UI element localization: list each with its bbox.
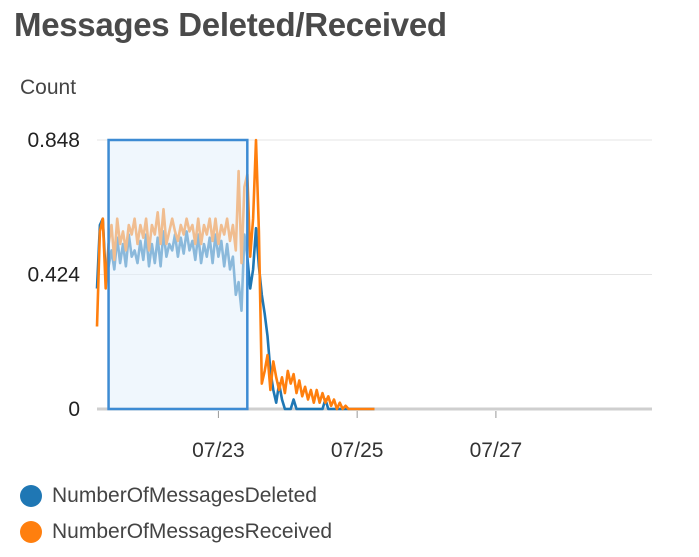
line-chart[interactable]: Count 0.848 0.424 0 07/23 07/25 07/27 (0, 0, 699, 470)
legend: NumberOfMessagesDeleted NumberOfMessages… (20, 478, 332, 550)
legend-swatch-deleted (20, 485, 42, 507)
selection-box[interactable] (107, 138, 249, 411)
x-tick-label: 07/27 (470, 439, 523, 462)
y-tick-label: 0.848 (27, 129, 80, 152)
x-tick-label: 07/25 (331, 439, 384, 462)
chart-title: Messages Deleted/Received (14, 6, 447, 43)
selection-range[interactable] (107, 138, 249, 411)
legend-label-received: NumberOfMessagesReceived (52, 520, 333, 543)
legend-item-received[interactable]: NumberOfMessagesReceived (20, 514, 332, 550)
y-axis-label: Count (20, 76, 76, 99)
legend-label-deleted: NumberOfMessagesDeleted (52, 484, 317, 507)
legend-item-deleted[interactable]: NumberOfMessagesDeleted (20, 478, 332, 514)
y-tick-label: 0.424 (27, 264, 80, 287)
y-tick-label: 0 (68, 398, 80, 421)
x-tick-label: 07/23 (192, 439, 245, 462)
axis-ticks: 0.848 0.424 0 07/23 07/25 07/27 (27, 129, 522, 462)
legend-swatch-received (20, 521, 42, 543)
